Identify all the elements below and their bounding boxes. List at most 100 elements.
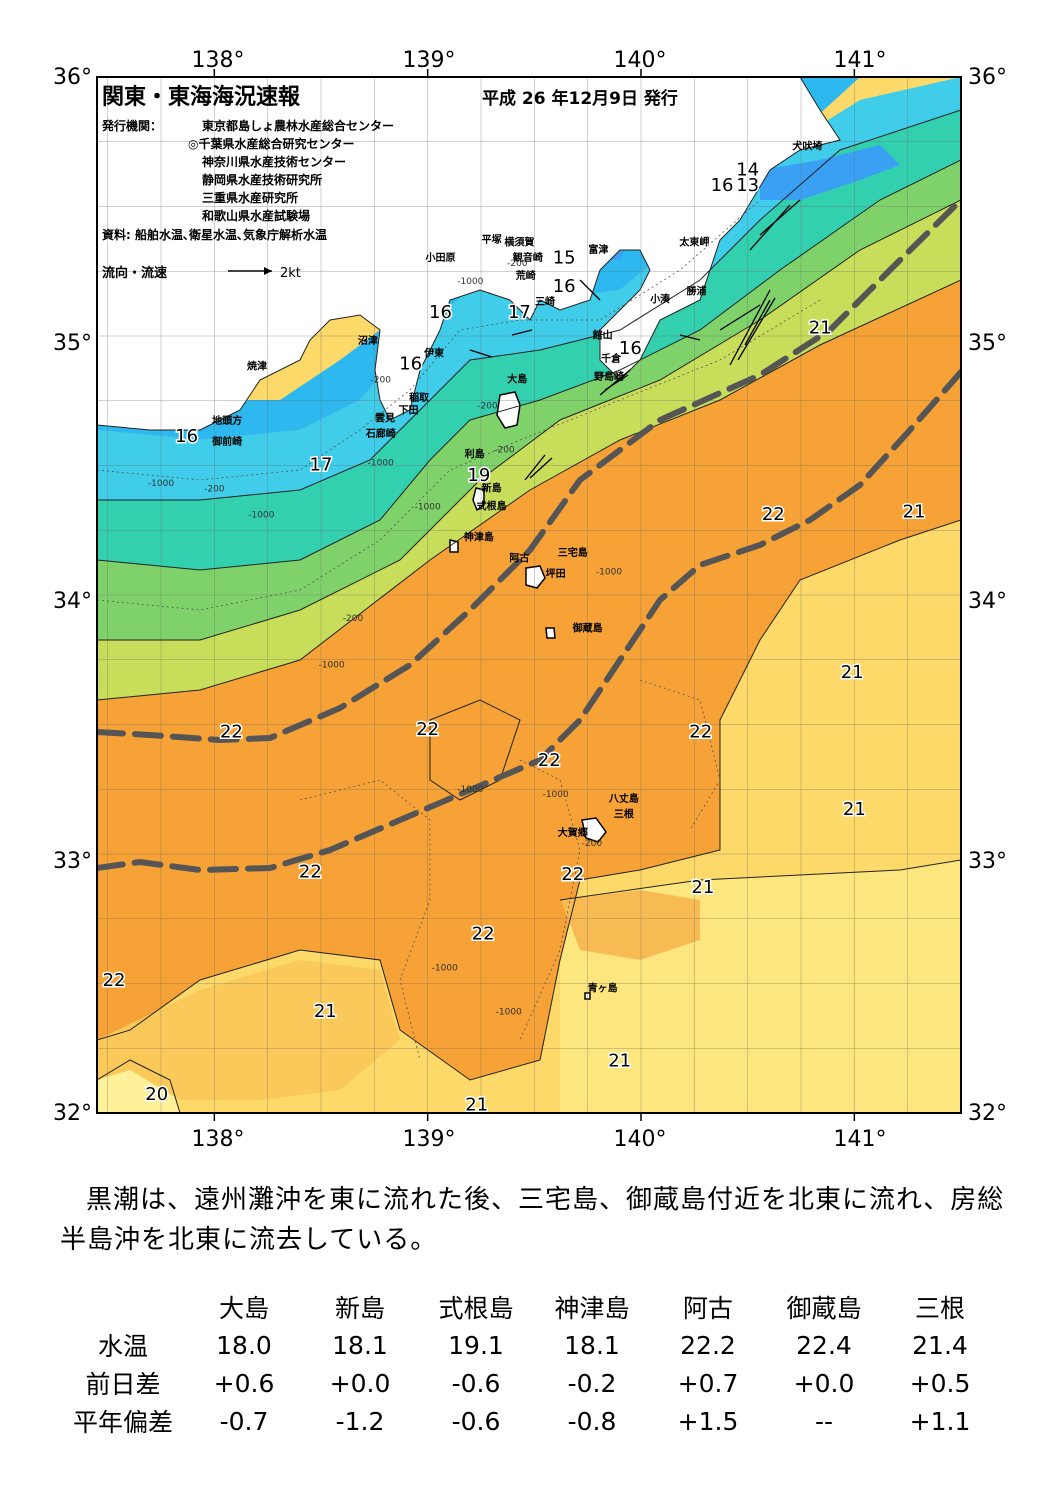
depth-label: -200	[204, 484, 225, 494]
station-header: 大島	[218, 1294, 269, 1323]
table-cell: 18.1	[564, 1330, 620, 1360]
place-label: 富津	[588, 243, 608, 256]
place-label: 青ヶ島	[588, 981, 618, 994]
depth-label: -1000	[457, 785, 483, 795]
lat-label-right: 33°	[968, 849, 1007, 874]
lat-label-left: 35°	[53, 331, 92, 356]
table-row: 水温 18.0 18.1 19.1 18.1 22.2 22.4 21.4	[60, 1326, 998, 1364]
place-label: 地頭方	[212, 414, 242, 427]
depth-label: -1000	[415, 503, 441, 513]
temperature-label: 17	[310, 455, 333, 476]
lon-label-top: 141°	[834, 48, 887, 73]
temperature-label: 21	[843, 799, 866, 820]
place-label: 式根島	[477, 500, 507, 513]
land-honshu	[97, 77, 841, 431]
lon-label-bottom: 139°	[403, 1127, 456, 1152]
place-label: 焼津	[247, 360, 267, 373]
summary-text: 黒潮は、遠州灘沖を東に流れた後、三宅島、御蔵島付近を北東に流れ、房総半島沖を北東…	[60, 1180, 1020, 1260]
map-header: 関東・東海海況速報 平成 26 年12月9日 発行 発行機関： 東京都島しょ農林…	[101, 84, 678, 281]
temperature-label: 22	[538, 750, 561, 771]
table-cell: +0.7	[677, 1368, 739, 1398]
temperature-label: 22	[416, 719, 439, 740]
place-label: 観音崎	[513, 251, 543, 264]
table-cell: +1.5	[677, 1406, 739, 1436]
table-cell: 18.1	[332, 1330, 388, 1360]
row-label: 平年偏差	[72, 1408, 173, 1437]
temperature-label: 22	[762, 504, 785, 525]
temperature-label: 16	[175, 426, 198, 447]
island-kozushima	[449, 539, 459, 553]
publisher: 神奈川県水産技術センター	[202, 154, 346, 169]
depth-label: -1000	[457, 277, 483, 287]
lon-label-top: 140°	[614, 48, 667, 73]
temperature-label: 21	[691, 877, 714, 898]
table-corner	[60, 1288, 186, 1326]
summary-body: 黒潮は、遠州灘沖を東に流れた後、三宅島、御蔵島付近を北東に流れ、房総半島沖を北東…	[60, 1185, 1005, 1255]
publisher: ◎千葉県水産総合研究センター	[188, 136, 354, 151]
table-cell: -0.2	[567, 1368, 617, 1398]
table-header-row: 大島 新島 式根島 神津島 阿古 御蔵島 三根	[60, 1288, 998, 1326]
temperature-label: 22	[103, 970, 126, 991]
temperature-label: 20	[145, 1084, 168, 1105]
table-cell: --	[814, 1406, 834, 1436]
place-label: 新島	[482, 481, 502, 494]
lon-label-bottom: 140°	[614, 1127, 667, 1152]
row-label: 前日差	[85, 1370, 161, 1399]
depth-label: -200	[477, 402, 498, 412]
bathymetry	[97, 199, 821, 1061]
map-title: 関東・東海海況速報	[102, 84, 301, 110]
table-cell: 22.4	[796, 1330, 852, 1360]
table-cell: 19.1	[448, 1330, 504, 1360]
legend-label: 流向・流速	[102, 265, 167, 281]
depth-label: -200	[507, 259, 528, 269]
table-row: 平年偏差 -0.7 -1.2 -0.6 -0.8 +1.5 -- +1.1	[60, 1402, 998, 1440]
temperature-label: 21	[608, 1050, 631, 1071]
table-cell: -0.6	[451, 1368, 501, 1398]
temperature-label: 14	[736, 159, 759, 180]
temperature-label: 16	[711, 175, 734, 196]
depth-label: -200	[582, 839, 603, 849]
depth-label: -1000	[319, 661, 345, 671]
table-cell: -0.6	[451, 1406, 501, 1436]
place-label: 御前崎	[211, 435, 242, 448]
place-label: 荒崎	[515, 269, 536, 282]
current-arrows	[469, 199, 801, 481]
frame-ticks	[213, 69, 856, 1121]
place-label: 大島	[507, 373, 527, 386]
publisher: 静岡県水産技術研究所	[202, 172, 322, 187]
place-label: 雲見	[375, 412, 395, 424]
place-label: 平塚	[482, 233, 502, 246]
island-mikurajima	[545, 627, 556, 639]
isotherms	[97, 109, 961, 1113]
station-header: 御蔵島	[786, 1294, 862, 1323]
table-cell: -0.7	[219, 1406, 269, 1436]
depth-label: -200	[371, 376, 392, 386]
legend-speed: 2kt	[280, 266, 301, 281]
place-label: 三根	[614, 808, 634, 821]
lon-label-bottom: 141°	[834, 1127, 887, 1152]
sea-temperature-map: 138° 139° 140° 141° 138° 139° 140° 141° …	[53, 48, 1007, 1152]
place-label: 小田原	[424, 251, 455, 264]
station-header: 新島	[334, 1294, 385, 1323]
temperature-label: 16	[429, 302, 452, 323]
table-cell: 21.4	[912, 1330, 968, 1360]
place-label: 八丈島	[608, 792, 639, 805]
place-label: 勝浦	[686, 285, 706, 298]
place-label: 稲取	[409, 391, 430, 404]
place-label: 横須賀	[504, 235, 534, 248]
temperature-label: 21	[841, 662, 864, 683]
place-label: 坪田	[546, 567, 566, 580]
lat-label-right: 36°	[968, 65, 1007, 90]
temperature-label: 13	[736, 175, 759, 196]
temperature-label: 22	[689, 721, 712, 742]
table-cell: +0.6	[213, 1368, 275, 1398]
station-header: 神津島	[554, 1294, 630, 1323]
place-label: 野島崎	[594, 370, 624, 383]
place-label: 沼津	[358, 334, 378, 347]
publisher: 東京都島しょ農林水産総合センター	[202, 118, 394, 133]
table-cell: +0.0	[793, 1368, 855, 1398]
temperature-label: 15	[553, 247, 576, 268]
place-label: 御蔵島	[572, 621, 603, 634]
place-label: 神津島	[464, 531, 494, 544]
